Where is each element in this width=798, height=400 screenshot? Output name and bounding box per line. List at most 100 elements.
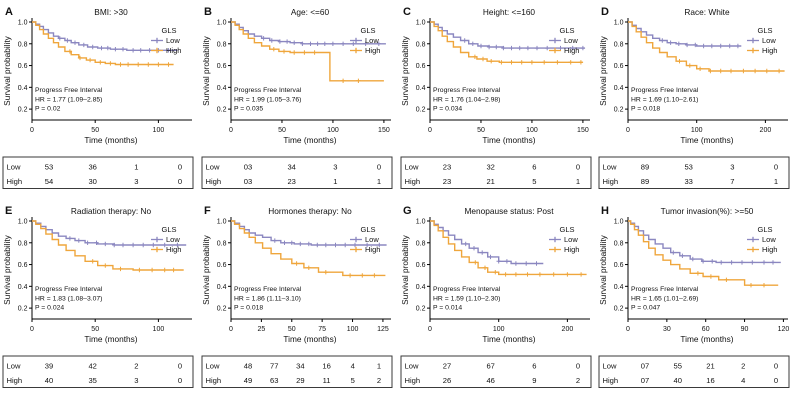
y-tick-label: 0.8 (18, 240, 28, 247)
legend-title: GLS (758, 225, 773, 234)
legend-title: GLS (559, 225, 574, 234)
panel-A: A BMI: >30 1.0 0.8 0.6 0.4 0.2 0 50 100 Time (mont… (2, 2, 200, 199)
x-axis-title: Time (months) (283, 135, 336, 145)
risk-table-border (400, 156, 591, 189)
risk-count-high: 23 (287, 177, 295, 186)
risk-table-D: Low 89 53 3 0 High 89 33 7 1 (598, 156, 790, 189)
risk-count-high: 46 (486, 376, 494, 385)
risk-table-border (400, 355, 591, 388)
censor-marks-low (671, 250, 776, 265)
annotation-line: Progress Free Interval (631, 286, 699, 293)
risk-count-low: 0 (178, 163, 182, 172)
x-tick-label: 120 (778, 326, 790, 333)
panel-letter: B (204, 6, 212, 18)
panel-letter: A (5, 6, 13, 18)
risk-count-low: 34 (296, 362, 304, 371)
risk-count-high: 3 (134, 376, 138, 385)
risk-count-low: 0 (774, 362, 778, 371)
y-tick-label: 0.4 (614, 284, 624, 291)
annotation-line: HR = 1.99 (1.05–3.76) (234, 96, 301, 103)
risk-count-high: 49 (244, 376, 252, 385)
panel-letter: F (204, 205, 211, 217)
risk-count-high: 7 (730, 177, 734, 186)
annotation-line: Progress Free Interval (433, 286, 501, 293)
y-tick-label: 0.8 (614, 240, 624, 247)
risk-count-low: 3 (333, 163, 337, 172)
risk-count-high: 2 (575, 376, 579, 385)
km-plot-F: F Hormones therapy: No 1.0 0.8 0.6 0.4 0.2 0 25 5… (201, 205, 391, 344)
x-tick-label: 100 (153, 127, 165, 134)
x-tick-label: 0 (30, 127, 34, 134)
y-tick-label: 0.8 (614, 41, 624, 48)
panel-letter: H (601, 205, 609, 217)
risk-count-low: 2 (134, 362, 138, 371)
risk-count-low: 0 (575, 362, 579, 371)
risk-count-low: 53 (685, 163, 693, 172)
legend-title: GLS (559, 26, 574, 35)
risk-count-low: 21 (707, 362, 715, 371)
x-tick-label: 90 (741, 326, 749, 333)
y-axis-title: Survival probability (598, 35, 608, 105)
x-tick-label: 0 (229, 127, 233, 134)
risk-count-high: 63 (270, 376, 278, 385)
annotation-line: HR = 1.69 (1.10–2.61) (631, 96, 698, 103)
risk-row-label-low: Low (205, 362, 219, 371)
risk-count-low: 0 (575, 163, 579, 172)
risk-count-low: 2 (741, 362, 745, 371)
risk-row-label-high: High (205, 376, 221, 385)
risk-count-high: 1 (575, 177, 579, 186)
x-tick-label: 100 (691, 127, 703, 134)
panel-title: Hormones therapy: No (268, 206, 352, 216)
x-tick-label: 100 (492, 326, 504, 333)
y-tick-label: 0.4 (18, 85, 28, 92)
legend-label-low: Low (564, 36, 578, 45)
risk-count-low: 03 (244, 163, 252, 172)
x-axis-title: Time (months) (681, 334, 734, 344)
risk-row-label-low: Low (404, 163, 418, 172)
panel-F: F Hormones therapy: No 1.0 0.8 0.6 0.4 0.2 0 25 5… (201, 201, 399, 398)
risk-count-high: 03 (244, 177, 252, 186)
x-tick-label: 0 (229, 326, 233, 333)
y-tick-label: 0.8 (415, 41, 425, 48)
km-plot-D: D Race: White 1.0 0.8 0.6 0.4 0.2 0 100 200 Time (… (598, 6, 789, 145)
risk-table-border (2, 355, 194, 388)
annotation-line: P = 0.02 (35, 106, 61, 113)
legend-title: GLS (360, 26, 375, 35)
risk-count-low: 39 (45, 362, 53, 371)
legend-label-high: High (762, 245, 777, 254)
x-tick-label: 25 (257, 326, 265, 333)
km-plot-E: E Radiation therapy: No 1.0 0.8 0.6 0.4 0.2 0 50… (2, 205, 192, 344)
km-curve-high (628, 21, 785, 72)
risk-count-high: 9 (532, 376, 536, 385)
y-tick-label: 0.4 (217, 284, 227, 291)
risk-count-low: 67 (486, 362, 494, 371)
panel-title: Age: <=60 (291, 7, 330, 17)
km-curve-low (32, 21, 178, 51)
y-tick-label: 0.8 (217, 41, 227, 48)
annotation-line: HR = 1.76 (1.04–2.98) (433, 96, 500, 103)
risk-count-low: 4 (350, 362, 354, 371)
y-tick-label: 0.2 (217, 107, 227, 114)
risk-count-high: 35 (88, 376, 96, 385)
y-axis-title: Survival probability (400, 234, 410, 304)
risk-row-label-low: Low (7, 163, 21, 172)
risk-row-label-low: Low (7, 362, 21, 371)
y-tick-label: 0.6 (217, 63, 227, 70)
censor-marks-high (677, 59, 782, 74)
risk-row-label-high: High (205, 177, 221, 186)
y-tick-label: 0.4 (415, 284, 425, 291)
risk-count-low: 0 (774, 163, 778, 172)
y-tick-label: 0.2 (217, 306, 227, 313)
risk-count-low: 3 (730, 163, 734, 172)
y-tick-label: 0.6 (415, 63, 425, 70)
annotation-line: HR = 1.77 (1.09–2.85) (35, 96, 102, 103)
risk-count-high: 3 (134, 177, 138, 186)
y-tick-label: 0.6 (217, 262, 227, 269)
annotation-line: HR = 1.65 (1.01–2.69) (631, 295, 698, 302)
risk-count-low: 48 (244, 362, 252, 371)
risk-table-F: Low 48 77 34 16 4 1 High 49 63 29 11 5 2 (201, 355, 393, 388)
risk-table-border (598, 156, 790, 189)
x-tick-label: 150 (378, 127, 390, 134)
x-axis-title: Time (months) (482, 135, 535, 145)
